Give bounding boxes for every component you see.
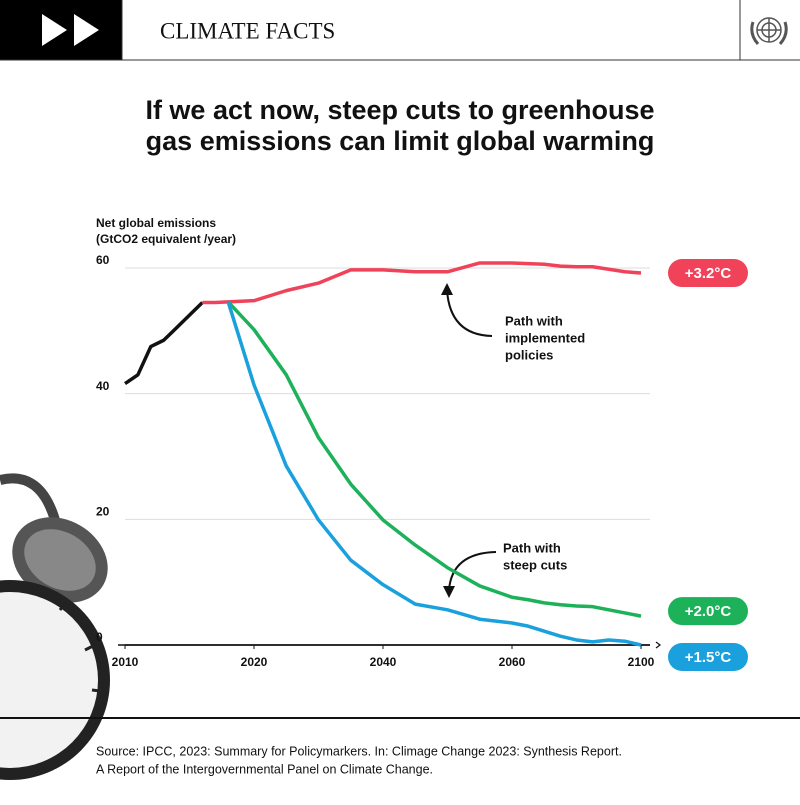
annotation-arrowhead xyxy=(443,586,455,598)
clock-decoration xyxy=(0,473,110,780)
series-line xyxy=(226,300,642,618)
annotation: Path with xyxy=(503,540,561,555)
legend-label: +2.0°C xyxy=(685,603,732,620)
y-axis-label: (GtCO2 equivalent /year) xyxy=(96,232,236,246)
legend-label: +1.5°C xyxy=(685,649,732,666)
source: Source: IPCC, 2023: Summary for Policyma… xyxy=(96,744,622,758)
x-tick-label: 2020 xyxy=(241,655,268,669)
end-label-pill xyxy=(668,643,748,671)
legend-label: +3.2°C xyxy=(685,265,732,282)
end-label-pill xyxy=(668,597,748,626)
y-tick-label: 20 xyxy=(96,505,110,519)
series-line xyxy=(202,261,642,305)
chart-title: gas emissions can limit global warming xyxy=(146,126,655,156)
end-label-pill xyxy=(668,259,748,288)
y-tick-label: 0 xyxy=(96,630,103,644)
x-tick-label: 2060 xyxy=(499,655,526,669)
y-tick-label: 40 xyxy=(96,379,110,393)
play-icon xyxy=(42,14,67,46)
x-tick-label: 2100 xyxy=(628,655,655,669)
series-line xyxy=(226,301,642,647)
x-tick-label: 2010 xyxy=(112,655,139,669)
chart-title: If we act now, steep cuts to greenhouse xyxy=(145,95,654,125)
y-axis-label: Net global emissions xyxy=(96,216,216,230)
annotation: Path with xyxy=(505,313,563,328)
annotation: policies xyxy=(505,347,553,362)
x-tick-label: 2040 xyxy=(370,655,397,669)
source: A Report of the Intergovernmental Panel … xyxy=(96,762,433,776)
annotation: steep cuts xyxy=(503,557,567,572)
annotation-arrow xyxy=(446,289,493,337)
header-title: CLIMATE FACTS xyxy=(160,18,335,43)
annotation-arrowhead xyxy=(441,283,453,295)
y-tick-label: 60 xyxy=(96,253,110,267)
annotation: implemented xyxy=(505,330,585,345)
un-emblem xyxy=(750,17,788,46)
axis-arrow xyxy=(655,641,661,649)
annotation-arrow xyxy=(448,551,497,591)
series-line xyxy=(124,301,204,386)
play-icon xyxy=(74,14,99,46)
